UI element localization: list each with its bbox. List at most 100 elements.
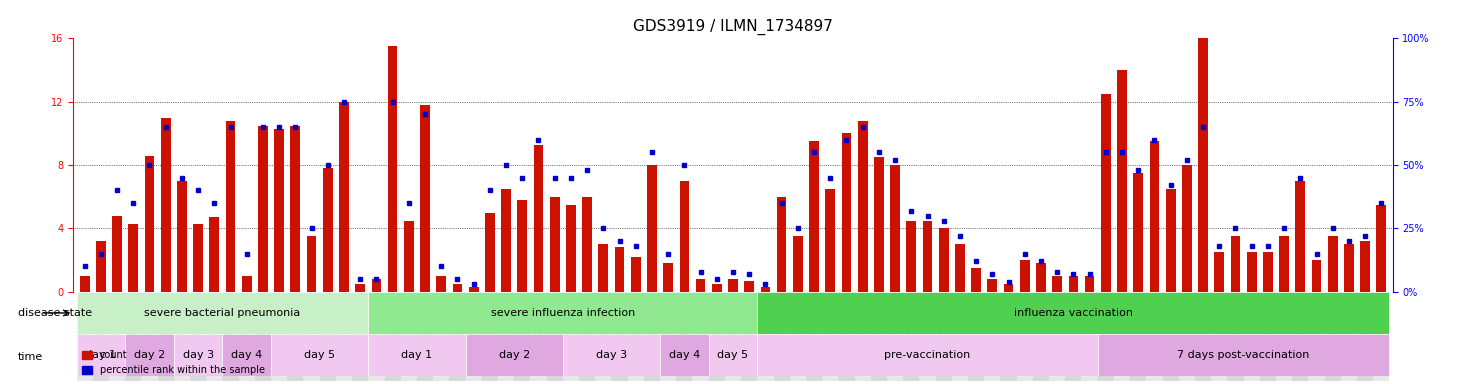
Bar xyxy=(1275,292,1292,381)
Bar xyxy=(972,268,981,292)
Bar xyxy=(226,121,236,292)
Bar xyxy=(384,292,400,381)
Bar xyxy=(841,134,852,292)
Bar xyxy=(1149,141,1160,292)
Bar xyxy=(1195,292,1211,381)
Bar xyxy=(922,220,932,292)
Bar xyxy=(790,292,806,381)
Bar xyxy=(1163,292,1179,381)
Bar xyxy=(242,276,252,292)
Bar xyxy=(534,144,544,292)
Bar xyxy=(660,334,708,376)
Bar xyxy=(774,292,790,381)
Bar xyxy=(809,141,819,292)
Bar xyxy=(287,292,303,381)
Bar xyxy=(469,287,478,292)
Text: GDS3919 / ILMN_1734897: GDS3919 / ILMN_1734897 xyxy=(633,19,833,35)
Bar xyxy=(1296,181,1305,292)
Bar xyxy=(1344,244,1353,292)
Bar xyxy=(919,292,935,381)
Bar xyxy=(1312,260,1321,292)
Bar xyxy=(1082,292,1098,381)
Bar xyxy=(644,292,660,381)
Bar xyxy=(1227,292,1243,381)
Bar xyxy=(595,292,611,381)
Bar xyxy=(758,334,1098,376)
Bar xyxy=(76,292,92,381)
Bar xyxy=(450,292,466,381)
Text: time: time xyxy=(18,352,43,362)
Bar xyxy=(194,224,202,292)
Text: influenza vaccination: influenza vaccination xyxy=(1014,308,1133,318)
Bar xyxy=(1114,292,1130,381)
Bar xyxy=(1034,292,1050,381)
Bar xyxy=(355,284,365,292)
Bar xyxy=(1198,38,1208,292)
Bar xyxy=(988,279,997,292)
Bar xyxy=(515,292,531,381)
Bar xyxy=(1280,237,1289,292)
Bar xyxy=(1211,292,1227,381)
Text: day 1: day 1 xyxy=(402,350,432,360)
Bar xyxy=(822,292,839,381)
Bar xyxy=(1133,173,1143,292)
Bar xyxy=(1246,252,1256,292)
Bar xyxy=(712,284,721,292)
Bar xyxy=(582,197,592,292)
Text: day 3: day 3 xyxy=(595,350,627,360)
Bar xyxy=(563,334,660,376)
Bar xyxy=(271,292,287,381)
Bar xyxy=(1259,292,1275,381)
Bar xyxy=(145,156,154,292)
Bar xyxy=(177,181,186,292)
Bar xyxy=(485,213,494,292)
Bar xyxy=(563,292,579,381)
Bar xyxy=(871,292,887,381)
Bar xyxy=(874,157,884,292)
Bar xyxy=(806,292,822,381)
Bar xyxy=(191,292,207,381)
Bar xyxy=(368,292,758,334)
Bar xyxy=(368,292,384,381)
Bar xyxy=(453,284,462,292)
Bar xyxy=(303,292,320,381)
Bar xyxy=(207,292,223,381)
Bar xyxy=(1230,237,1240,292)
Bar xyxy=(1146,292,1163,381)
Bar xyxy=(1085,276,1095,292)
Bar xyxy=(1066,292,1082,381)
Bar xyxy=(825,189,836,292)
Bar xyxy=(161,118,170,292)
Bar xyxy=(1069,276,1079,292)
Bar xyxy=(935,292,951,381)
Bar xyxy=(855,292,871,381)
Bar xyxy=(95,241,106,292)
Bar xyxy=(129,224,138,292)
Bar xyxy=(951,292,968,381)
Bar xyxy=(466,292,482,381)
Bar xyxy=(1377,205,1387,292)
Bar xyxy=(174,292,191,381)
Bar xyxy=(954,244,965,292)
Bar xyxy=(108,292,125,381)
Bar xyxy=(1130,292,1146,381)
Bar xyxy=(432,292,450,381)
Bar xyxy=(1101,94,1111,292)
Bar xyxy=(416,292,432,381)
Bar xyxy=(258,126,268,292)
Bar xyxy=(1243,292,1259,381)
Bar xyxy=(984,292,1000,381)
Bar xyxy=(887,292,903,381)
Bar xyxy=(660,292,676,381)
Bar xyxy=(839,292,855,381)
Text: day 5: day 5 xyxy=(303,350,336,360)
Bar xyxy=(938,228,949,292)
Bar xyxy=(968,292,984,381)
Bar xyxy=(708,292,724,381)
Bar xyxy=(647,165,657,292)
Bar xyxy=(579,292,595,381)
Bar xyxy=(339,102,349,292)
Bar xyxy=(113,216,122,292)
Bar xyxy=(1098,292,1114,381)
Bar xyxy=(1053,276,1061,292)
